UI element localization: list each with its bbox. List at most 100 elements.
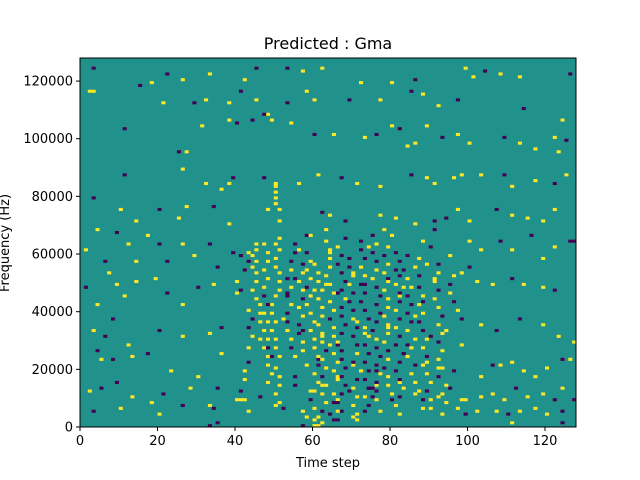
heatmap-cell [118, 207, 123, 211]
heatmap-cell [207, 72, 212, 76]
heatmap-cell [273, 196, 278, 200]
heatmap-cell [390, 398, 395, 402]
heatmap-cell [432, 277, 437, 281]
heatmap-cell [304, 415, 309, 419]
heatmap-cell [246, 346, 251, 350]
heatmap-cell [312, 320, 317, 324]
heatmap-cell [479, 248, 484, 252]
heatmap-cell [99, 357, 104, 361]
heatmap-cell [409, 320, 414, 324]
heatmap-cell [397, 412, 402, 416]
y-tick-label: 0 [65, 421, 73, 436]
heatmap-cell [517, 75, 522, 79]
x-tick-label: 20 [149, 434, 166, 449]
heatmap-cell [215, 386, 220, 390]
heatmap-cell [281, 317, 286, 321]
heatmap-cell [258, 311, 263, 315]
heatmap-cell [91, 89, 96, 93]
y-tick-label: 100000 [23, 132, 73, 147]
heatmap-cell [235, 279, 240, 284]
heatmap-cell [417, 303, 422, 307]
heatmap-cell [490, 282, 495, 286]
heatmap-cell [242, 369, 247, 373]
y-tick-label: 20000 [32, 363, 73, 378]
heatmap-cell [444, 383, 449, 387]
heatmap-cell [328, 300, 333, 304]
heatmap-cell [397, 334, 402, 338]
heatmap-cell [289, 285, 294, 289]
heatmap-cell [277, 207, 282, 211]
heatmap-cell [343, 297, 348, 301]
heatmap-cell [308, 398, 313, 402]
heatmap-cell [448, 386, 453, 390]
heatmap-cell [382, 366, 387, 370]
heatmap-cells [80, 58, 577, 428]
heatmap-cell [320, 288, 325, 292]
heatmap-cell [413, 337, 418, 341]
heatmap-cell [324, 349, 329, 353]
heatmap-cell [382, 340, 387, 344]
heatmap-cell [541, 256, 546, 260]
heatmap-cell [289, 259, 294, 263]
heatmap-cell [366, 352, 371, 356]
heatmap-cell [421, 239, 426, 243]
heatmap-cell [467, 219, 472, 223]
heatmap-cell [95, 349, 100, 353]
heatmap-cell [339, 288, 344, 292]
heatmap-cell [149, 81, 154, 85]
heatmap-cell [463, 412, 468, 416]
heatmap-cell [200, 124, 205, 128]
heatmap-cell [266, 251, 271, 255]
heatmap-cell [242, 268, 247, 272]
heatmap-cell [269, 303, 274, 307]
heatmap-cell [351, 334, 356, 338]
heatmap-cell [463, 66, 468, 70]
heatmap-cell [324, 401, 329, 405]
heatmap-cell [95, 303, 100, 307]
heatmap-cell [382, 271, 387, 275]
heatmap-cell [157, 412, 162, 416]
heatmap-cell [339, 409, 344, 413]
heatmap-cell [308, 328, 313, 333]
heatmap-cell [378, 98, 383, 102]
heatmap-cell [242, 78, 247, 82]
heatmap-cell [269, 372, 274, 376]
heatmap-cell [343, 383, 348, 387]
heatmap-cell [572, 239, 577, 243]
heatmap-cell [312, 406, 317, 410]
heatmap-cell [262, 285, 267, 289]
heatmap-cell [502, 398, 507, 402]
heatmap-cell [161, 392, 166, 396]
heatmap-cell [560, 118, 565, 122]
heatmap-cell [502, 135, 507, 139]
heatmap-cell [293, 242, 298, 246]
heatmap-cell [308, 294, 313, 298]
heatmap-cell [370, 395, 375, 399]
heatmap-cell [421, 363, 426, 367]
heatmap-cell [351, 291, 356, 295]
heatmap-cell [335, 418, 340, 422]
heatmap-cell [413, 222, 418, 226]
heatmap-cell [521, 107, 526, 111]
heatmap-cell [432, 279, 437, 284]
heatmap-cell [517, 409, 522, 413]
heatmap-cell [207, 242, 212, 246]
heatmap-cell [459, 173, 464, 177]
heatmap-cell [386, 262, 391, 266]
heatmap-cell [452, 369, 457, 373]
heatmap-cell [343, 236, 348, 240]
heatmap-cell [254, 279, 259, 284]
heatmap-cell [510, 360, 515, 364]
heatmap-cell [331, 352, 336, 356]
heatmap-cell [362, 256, 367, 260]
heatmap-cell [359, 81, 364, 85]
heatmap-cell [328, 248, 333, 252]
heatmap-cell [440, 331, 445, 335]
heatmap-cell [211, 205, 216, 209]
heatmap-cell [289, 337, 294, 341]
heatmap-cell [273, 366, 278, 370]
heatmap-cell [254, 259, 259, 263]
heatmap-cell [386, 349, 391, 353]
heatmap-cell [192, 101, 197, 105]
heatmap-cell [490, 392, 495, 396]
